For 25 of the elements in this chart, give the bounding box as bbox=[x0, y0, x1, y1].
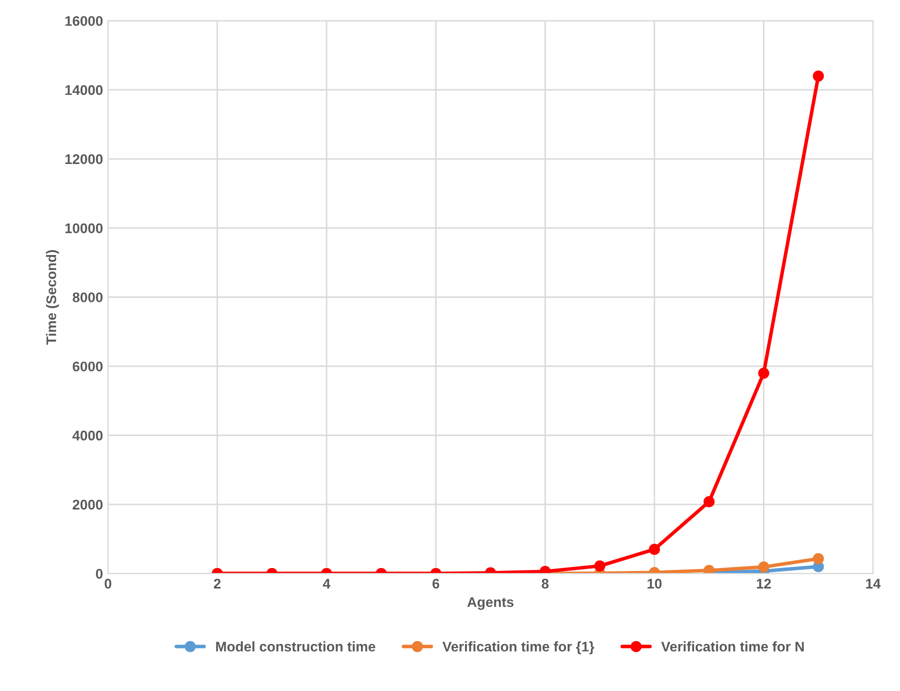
y-axis-title: Time (Second) bbox=[46, 250, 59, 345]
x-axis-title: Agents bbox=[467, 597, 514, 610]
y-tick-label: 0 bbox=[96, 568, 103, 579]
x-tick-label: 4 bbox=[322, 578, 330, 588]
x-tick-label: 2 bbox=[214, 578, 221, 588]
x-tick-label: 10 bbox=[648, 578, 662, 589]
legend-label: Verification time for N bbox=[661, 641, 804, 652]
legend-label: Verification time for {1} bbox=[442, 641, 594, 654]
y-tick-label: 10000 bbox=[65, 223, 103, 234]
legend-label: Model construction time bbox=[216, 641, 376, 652]
y-tick-label: 2000 bbox=[72, 500, 103, 510]
point bbox=[812, 70, 824, 82]
y-tick-label: 4000 bbox=[72, 430, 103, 440]
x-tick-label: 0 bbox=[104, 578, 112, 589]
point bbox=[704, 564, 715, 574]
x-tick-label: 12 bbox=[756, 578, 771, 588]
y-tick-label: 12000 bbox=[65, 154, 103, 164]
x-tick-label: 8 bbox=[542, 578, 549, 589]
x-tick-label: 6 bbox=[432, 578, 440, 589]
y-tick-label: 16000 bbox=[65, 16, 103, 26]
y-tick-label: 6000 bbox=[72, 362, 103, 372]
point bbox=[758, 368, 770, 379]
y-tick-label: 14000 bbox=[65, 85, 103, 95]
y-tick-label: 8000 bbox=[72, 292, 103, 302]
x-tick-label: 14 bbox=[866, 578, 881, 588]
